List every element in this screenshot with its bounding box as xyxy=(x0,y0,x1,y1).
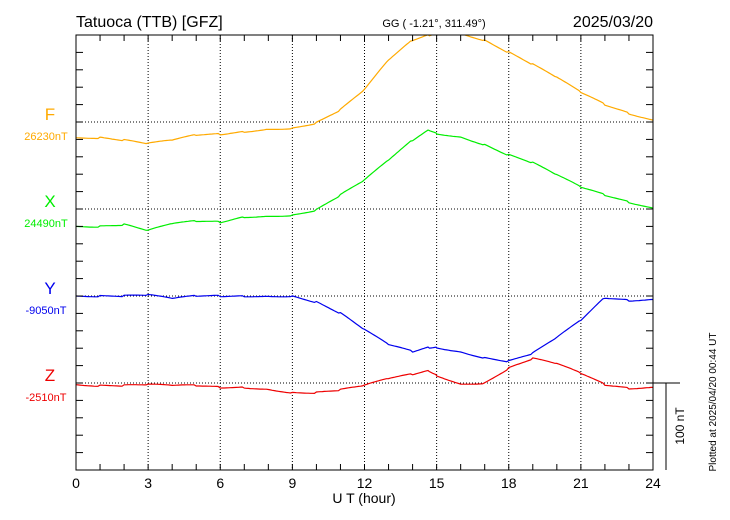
series-name-x: X xyxy=(44,192,55,211)
x-tick-label: 3 xyxy=(144,475,152,491)
chart-date: 2025/03/20 xyxy=(573,14,653,31)
series-baseline-f: 26230nT xyxy=(24,131,68,143)
scale-bar-label: 100 nT xyxy=(673,407,687,445)
x-tick-label: 0 xyxy=(72,475,80,491)
series-line-x xyxy=(76,129,653,231)
series-name-y: Y xyxy=(44,279,55,298)
station-coordinates: GG ( -1.21°, 311.49°) xyxy=(382,18,485,30)
x-tick-label: 12 xyxy=(357,475,373,491)
x-tick-label: 6 xyxy=(216,475,224,491)
x-axis-label: U T (hour) xyxy=(332,490,395,506)
series-baseline-z: -2510nT xyxy=(26,392,67,404)
series-line-y xyxy=(76,293,653,363)
series-name-z: Z xyxy=(45,366,55,385)
series-line-f xyxy=(76,35,653,145)
series-name-f: F xyxy=(45,105,55,124)
x-tick-label: 15 xyxy=(429,475,445,491)
plotted-timestamp: Plotted at 2025/04/20 00:44 UT xyxy=(708,333,719,472)
x-tick-label: 18 xyxy=(501,475,517,491)
series-baseline-y: -9050nT xyxy=(26,305,67,317)
x-tick-label: 24 xyxy=(645,475,661,491)
x-tick-label: 21 xyxy=(573,475,589,491)
x-tick-label: 9 xyxy=(288,475,296,491)
series-line-z xyxy=(76,357,653,395)
chart-title: Tatuoca (TTB) [GFZ] xyxy=(76,14,223,31)
series-baseline-x: 24490nT xyxy=(24,218,68,230)
